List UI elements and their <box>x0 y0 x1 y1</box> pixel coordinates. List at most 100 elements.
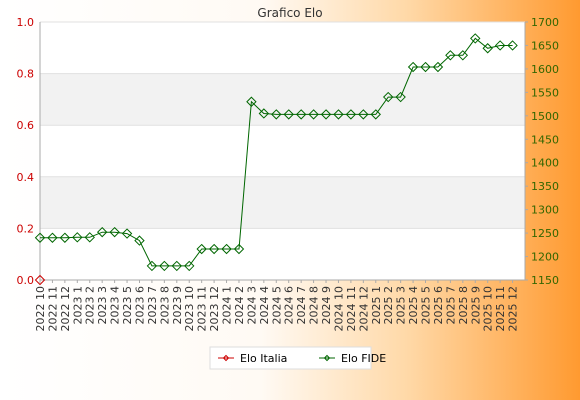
left-tick-label: 0.2 <box>17 222 35 235</box>
data-point <box>320 109 332 120</box>
data-point <box>370 109 381 120</box>
data-point <box>407 61 419 73</box>
data-point <box>482 43 493 54</box>
x-tick-label: 2023 1 <box>71 286 84 325</box>
right-tick-label: 1450 <box>531 133 559 146</box>
x-tick-label: 2022 12 <box>59 286 72 332</box>
grid-band <box>40 73 525 126</box>
x-tick-label: 2025 5 <box>420 286 433 325</box>
x-tick-label: 2025 11 <box>494 286 507 332</box>
x-tick-label: 2024 11 <box>345 286 358 332</box>
right-tick-label: 1550 <box>531 86 559 99</box>
data-point <box>196 243 207 255</box>
data-point <box>308 109 319 120</box>
right-tick-label: 1500 <box>531 110 559 123</box>
right-tick-label: 1400 <box>531 157 559 170</box>
x-tick-label: 2025 12 <box>507 286 520 332</box>
right-tick-label: 1200 <box>531 251 559 264</box>
data-point <box>494 40 506 51</box>
right-tick-label: 1350 <box>531 180 559 193</box>
right-tick-label: 1650 <box>531 39 559 52</box>
x-tick-label: 2025 1 <box>370 286 383 325</box>
x-tick-label: 2024 7 <box>295 286 308 325</box>
x-tick-label: 2024 2 <box>233 286 246 325</box>
x-tick-label: 2023 12 <box>208 286 221 332</box>
data-point <box>96 226 108 238</box>
x-tick-label: 2024 8 <box>308 286 321 325</box>
data-point <box>121 228 133 239</box>
legend-box <box>209 346 372 370</box>
x-tick-label: 2023 7 <box>146 286 159 325</box>
x-tick-label: 2024 4 <box>258 286 271 325</box>
x-tick-label: 2024 12 <box>357 286 370 332</box>
plot-area <box>40 22 525 280</box>
data-point <box>432 61 444 73</box>
data-point <box>382 91 394 103</box>
x-tick-label: 2023 6 <box>133 286 146 325</box>
left-tick-label: 0.0 <box>17 274 35 287</box>
x-tick-label: 2023 8 <box>158 286 171 325</box>
data-point <box>171 260 183 272</box>
data-point <box>146 260 158 272</box>
right-tick-label: 1250 <box>531 227 559 240</box>
x-tick-label: 2025 6 <box>432 286 445 325</box>
data-point <box>208 243 220 255</box>
data-point <box>345 109 357 120</box>
x-tick-label: 2025 8 <box>457 286 470 325</box>
data-point <box>420 61 431 73</box>
data-point <box>283 109 294 120</box>
x-tick-label: 2024 1 <box>221 286 234 325</box>
x-tick-label: 2025 7 <box>444 286 457 325</box>
data-point <box>258 108 270 119</box>
x-tick-label: 2022 11 <box>46 286 59 332</box>
left-tick-label: 0.4 <box>17 171 35 184</box>
x-tick-label: 2023 10 <box>183 286 196 332</box>
x-tick-label: 2025 4 <box>407 286 420 325</box>
data-point <box>184 260 195 272</box>
x-tick-label: 2025 2 <box>382 286 395 325</box>
data-point <box>507 40 518 51</box>
data-point <box>84 232 95 243</box>
data-point <box>246 96 257 107</box>
data-point <box>109 226 120 238</box>
data-point <box>271 109 282 120</box>
x-tick-label: 2024 10 <box>332 286 345 332</box>
legend-label: Elo FIDE <box>341 352 386 365</box>
right-tick-label: 1150 <box>531 274 559 287</box>
right-tick-label: 1300 <box>531 204 559 217</box>
data-point <box>34 274 46 286</box>
x-tick-label: 2023 9 <box>171 286 184 325</box>
data-point <box>47 232 58 243</box>
data-point <box>221 243 232 255</box>
grid-band <box>40 176 525 229</box>
x-tick-label: 2023 11 <box>196 286 209 332</box>
data-point <box>470 33 481 44</box>
left-tick-label: 1.0 <box>17 16 35 29</box>
right-tick-label: 1700 <box>531 16 559 29</box>
x-tick-label: 2024 3 <box>245 286 258 325</box>
x-tick-label: 2023 3 <box>96 286 109 325</box>
x-tick-label: 2023 2 <box>84 286 97 325</box>
chart-title: Grafico Elo <box>257 6 322 20</box>
x-tick-label: 2025 9 <box>469 286 482 325</box>
data-point <box>395 91 406 103</box>
x-tick-label: 2023 4 <box>109 286 122 325</box>
right-tick-label: 1600 <box>531 63 559 76</box>
data-point <box>34 232 46 243</box>
legend-label: Elo Italia <box>240 352 287 365</box>
legend-marker <box>323 354 331 362</box>
data-point <box>457 50 469 61</box>
x-tick-label: 2024 9 <box>320 286 333 325</box>
x-tick-label: 2023 5 <box>121 286 134 325</box>
x-tick-label: 2022 10 <box>34 286 47 332</box>
data-point <box>358 109 369 120</box>
x-tick-label: 2024 6 <box>283 286 296 325</box>
left-tick-label: 0.8 <box>17 68 35 81</box>
data-point <box>159 260 170 272</box>
data-point <box>134 235 145 246</box>
data-point <box>333 109 344 120</box>
x-tick-label: 2024 5 <box>270 286 283 325</box>
data-point <box>233 243 245 255</box>
